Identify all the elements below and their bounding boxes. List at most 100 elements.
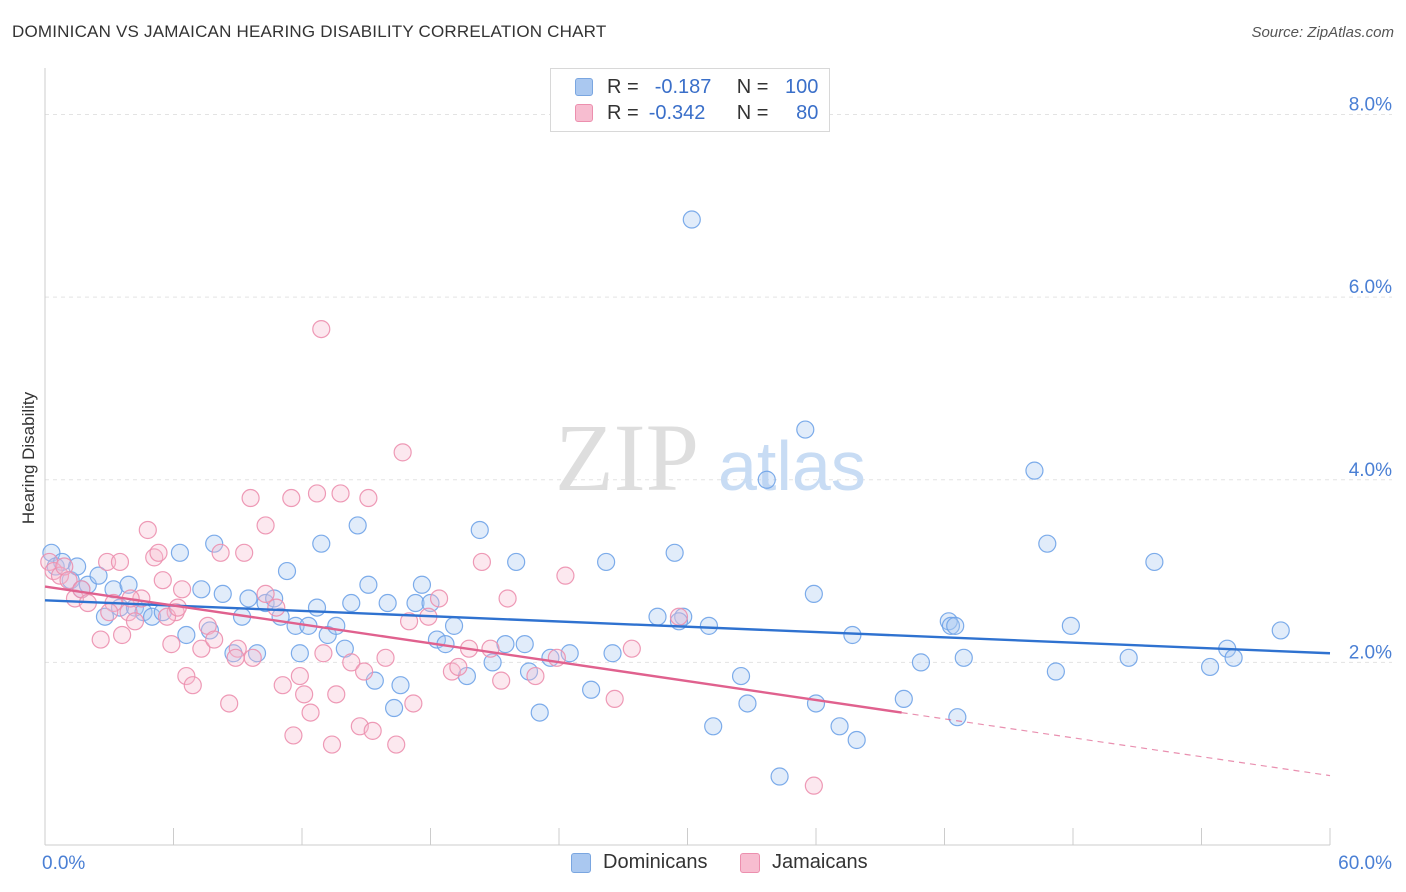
jamaican-point	[205, 630, 224, 649]
jamaican-point	[342, 653, 361, 672]
jamaican-point	[387, 735, 406, 754]
tick-labels: 2.0% 4.0% 6.0% 8.0% 0.0% 60.0%	[42, 95, 1392, 874]
dominican-point	[89, 566, 108, 585]
dominican-point	[1061, 616, 1080, 635]
legend-swatch-dominicans	[575, 78, 593, 96]
dominican-point	[170, 543, 190, 562]
dominican-point	[515, 635, 534, 654]
jamaican-point	[149, 543, 168, 562]
dominican-point	[1200, 657, 1220, 677]
watermark-atlas: atlas	[718, 427, 866, 505]
jamaican-point	[363, 721, 382, 740]
legend-n-label: N =	[736, 75, 769, 98]
jamaican-point	[177, 666, 196, 686]
dominican-point	[470, 520, 489, 540]
legend-item-dominicans[interactable]: Dominicans	[571, 851, 707, 874]
jamaican-point	[404, 694, 423, 713]
dominican-point	[384, 698, 404, 718]
legend-row-dominicans: R = -0.187 N = 100	[551, 74, 818, 100]
jamaican-point	[50, 566, 70, 585]
dominican-point	[342, 593, 361, 613]
jamaican-point	[153, 571, 172, 590]
jamaican-point	[138, 520, 157, 540]
jamaican-point	[59, 571, 78, 590]
dominican-point	[648, 607, 667, 626]
y-tick-label: 4.0%	[1349, 460, 1392, 481]
dominican-point	[444, 616, 464, 635]
dominican-point	[796, 420, 815, 439]
jamaican-point	[669, 607, 689, 626]
dominican-point	[290, 644, 309, 663]
jamaican-point	[526, 666, 545, 686]
dominican-point	[1224, 648, 1243, 667]
dominican-point	[327, 616, 346, 635]
jamaican-point	[331, 484, 350, 503]
legend-item-jamaicans[interactable]: Jamaicans	[740, 851, 868, 874]
jamaican-point	[235, 543, 254, 562]
jamaican-point	[241, 488, 260, 508]
trend-lines	[44, 585, 1331, 777]
y-tick-label: 6.0%	[1349, 277, 1392, 298]
dominican-point	[582, 680, 601, 699]
dominican-point	[894, 689, 913, 709]
dominican-point	[496, 635, 515, 654]
x-tick-label: 60.0%	[1338, 853, 1392, 874]
jamaican-point	[301, 703, 320, 722]
dominican-point	[205, 534, 224, 553]
trend-line-dominicans	[44, 599, 1331, 655]
jamaican-point	[327, 685, 346, 704]
legend-r-label: R =	[607, 75, 639, 98]
dominican-point	[1038, 534, 1057, 553]
legend-n-label: N =	[736, 101, 769, 124]
jamaican-point	[429, 589, 449, 608]
y-tick-label: 8.0%	[1349, 95, 1392, 116]
jamaican-point	[393, 443, 412, 462]
legend-row-jamaicans: R = -0.342 N = 80	[551, 100, 818, 126]
dominican-point	[256, 593, 275, 613]
jamaican-point	[314, 644, 333, 663]
dominican-point	[738, 694, 757, 713]
jamaican-point	[295, 685, 314, 704]
dominican-point	[665, 543, 684, 562]
dominican-point	[348, 516, 367, 535]
dominican-point	[142, 607, 162, 626]
jamaican-point	[322, 735, 342, 754]
jamaican-point	[256, 516, 275, 535]
jamaican-point	[472, 552, 491, 572]
dominican-point	[603, 644, 622, 663]
dominican-point	[307, 598, 327, 617]
dominican-point	[378, 593, 397, 613]
dominican-point	[530, 703, 549, 722]
dominican-point	[412, 575, 432, 594]
series-legend: Dominicans Jamaicans	[0, 851, 1406, 879]
dominican-point	[1119, 648, 1138, 667]
dominican-point	[406, 593, 425, 613]
dominican-point	[770, 767, 789, 786]
y-axis-label: Hearing Disability	[19, 391, 38, 524]
dominican-point	[1271, 621, 1290, 640]
trend-line-jamaicans	[44, 585, 902, 714]
jamaican-point	[307, 484, 327, 503]
dominican-point	[277, 561, 297, 581]
dominican-point	[946, 616, 965, 635]
dominican-point	[312, 534, 331, 553]
jamaican-point	[91, 630, 110, 649]
jamaican-point	[312, 320, 331, 339]
jamaican-point	[100, 603, 119, 622]
axes	[44, 68, 1331, 846]
jamaican-point	[359, 488, 378, 508]
jamaican-point	[492, 671, 511, 690]
jamaican-point	[556, 566, 575, 585]
dominican-point	[682, 210, 701, 229]
jamaican-point	[172, 580, 192, 599]
jamaican-point	[273, 676, 292, 695]
jamaican-point	[211, 543, 230, 562]
legend-r-label: R =	[607, 101, 639, 124]
jamaican-point	[256, 584, 275, 603]
dominican-point	[941, 616, 961, 635]
jamaican-point	[183, 676, 202, 695]
dominican-point	[757, 470, 776, 489]
dominican-point	[1145, 552, 1164, 572]
source-label: Source: ZipAtlas.com	[1251, 24, 1394, 41]
